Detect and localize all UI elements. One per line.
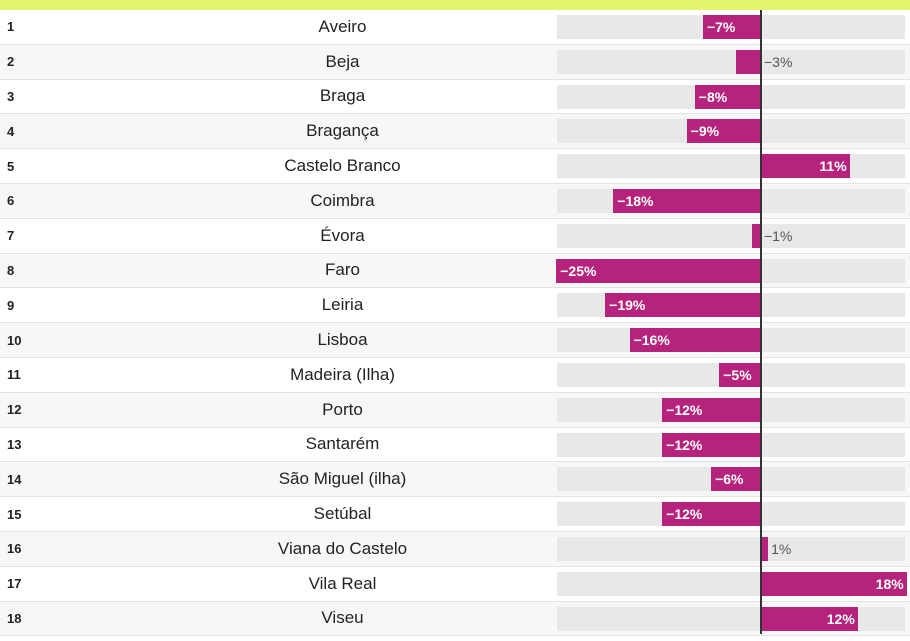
bar [760, 606, 858, 631]
category-label: Porto [322, 399, 363, 419]
bar [702, 15, 760, 39]
table-row: 9 Leiria −19% [0, 288, 910, 324]
rank-number: 9 [7, 297, 15, 313]
category-label: Braga [319, 86, 366, 106]
category-label: Aveiro [318, 16, 367, 36]
table-row: 16 Viana do Castelo 1% [0, 531, 910, 567]
bar [735, 49, 760, 74]
rank-number: 5 [7, 158, 15, 174]
data-label: −3% [764, 53, 793, 70]
data-label: −9% [690, 123, 720, 140]
data-label: −6% [715, 471, 744, 488]
category-label: Vila Real [308, 573, 377, 593]
data-label: −12% [666, 436, 703, 453]
table-row: 18 Viseu 12% [0, 601, 910, 637]
rank-number: 10 [7, 332, 22, 348]
category-label: São Miguel (ilha) [278, 469, 407, 489]
data-label: −19% [609, 297, 646, 314]
table-row: 15 Setúbal −12% [0, 497, 910, 532]
bar-chart-table: 1 Aveiro −7% 2 Beja −3% 3 Braga −8% 4 Bragança −9% 5… [0, 10, 910, 637]
rank-number: 18 [7, 610, 22, 626]
category-label: Faro [325, 260, 360, 280]
rank-number: 4 [7, 123, 15, 139]
data-label: −1% [764, 227, 793, 244]
category-label: Beja [325, 51, 360, 71]
table-row: 13 Santarém −12% [0, 427, 910, 463]
data-label: −18% [617, 192, 654, 209]
category-label: Leiria [321, 295, 364, 315]
rank-number: 6 [7, 193, 15, 209]
bar [751, 223, 760, 248]
category-label: Lisboa [317, 330, 368, 350]
bar [760, 154, 850, 179]
data-label: −12% [666, 506, 703, 523]
table-row: 14 São Miguel (ilha) −6% [0, 462, 910, 498]
rank-number: 14 [7, 471, 22, 487]
category-label: Madeira (Ilha) [290, 364, 395, 384]
bar [662, 397, 760, 422]
rank-number: 16 [7, 541, 22, 557]
data-label: −12% [666, 401, 703, 418]
top-accent-bar [0, 0, 910, 10]
table-row: 8 Faro −25% [0, 253, 910, 289]
zero-axis-line [760, 10, 762, 634]
bar [556, 258, 760, 283]
bar [760, 536, 769, 561]
bar [629, 328, 760, 353]
data-label: 18% [875, 575, 904, 592]
bar [686, 119, 760, 144]
bar-track [557, 49, 905, 74]
rank-number: 12 [7, 402, 22, 418]
rank-number: 2 [7, 54, 15, 70]
rank-number: 3 [7, 88, 15, 104]
rank-number: 7 [7, 228, 15, 244]
table-row: 2 Beja −3% [0, 44, 910, 80]
category-label: Bragança [306, 121, 379, 141]
bar [719, 362, 760, 387]
category-label: Castelo Branco [284, 156, 401, 176]
bar [662, 502, 760, 527]
data-label: −16% [633, 332, 670, 349]
table-row: 4 Bragança −9% [0, 114, 910, 150]
category-label: Viseu [321, 608, 364, 628]
data-label: 11% [819, 158, 847, 175]
rank-number: 13 [7, 436, 22, 452]
category-label: Viana do Castelo [277, 538, 408, 558]
category-label: Évora [320, 225, 365, 245]
table-row: 7 Évora −1% [0, 218, 910, 254]
bar [613, 188, 760, 213]
rank-number: 17 [7, 576, 22, 592]
table-row: 3 Braga −8% [0, 79, 910, 115]
category-label: Coimbra [310, 190, 375, 210]
table-row: 5 Castelo Branco 11% [0, 149, 910, 184]
data-label: −25% [560, 262, 597, 279]
rank-number: 1 [7, 19, 15, 35]
table-row: 6 Coimbra −18% [0, 183, 910, 219]
rank-number: 8 [7, 262, 15, 278]
category-label: Santarém [305, 434, 380, 454]
bar [760, 571, 907, 596]
data-label: −8% [698, 88, 728, 105]
data-label: 12% [826, 610, 855, 627]
rank-number: 15 [7, 506, 22, 522]
bar [662, 432, 760, 457]
table-row: 10 Lisboa −16% [0, 323, 910, 358]
table-row: 1 Aveiro −7% [0, 10, 910, 45]
data-label: −7% [706, 19, 736, 35]
data-label: −5% [723, 366, 752, 383]
category-label: Setúbal [313, 504, 372, 524]
rank-number: 11 [7, 367, 21, 383]
bar-track [557, 223, 905, 248]
bar [605, 293, 760, 318]
table-row: 17 Vila Real 18% [0, 566, 910, 602]
bar [711, 467, 760, 492]
data-label: 1% [771, 540, 792, 557]
bar-track [557, 154, 905, 179]
table-row: 12 Porto −12% [0, 392, 910, 428]
table-row: 11 Madeira (Ilha) −5% [0, 357, 910, 393]
bar-track [557, 536, 905, 561]
bar [694, 84, 760, 109]
